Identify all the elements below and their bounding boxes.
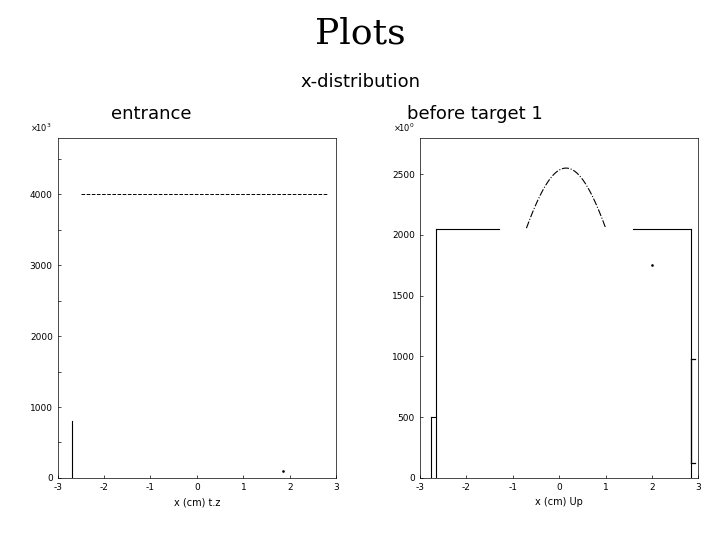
Text: x-distribution: x-distribution <box>300 73 420 91</box>
Text: $\times\!10^0$: $\times\!10^0$ <box>392 122 414 134</box>
Text: before target 1: before target 1 <box>408 105 543 123</box>
Text: $\times\!10^3$: $\times\!10^3$ <box>30 122 52 134</box>
X-axis label: x (cm) Up: x (cm) Up <box>535 497 583 507</box>
X-axis label: x (cm) t.z: x (cm) t.z <box>174 497 220 507</box>
Text: entrance: entrance <box>111 105 192 123</box>
Text: Plots: Plots <box>315 16 405 50</box>
